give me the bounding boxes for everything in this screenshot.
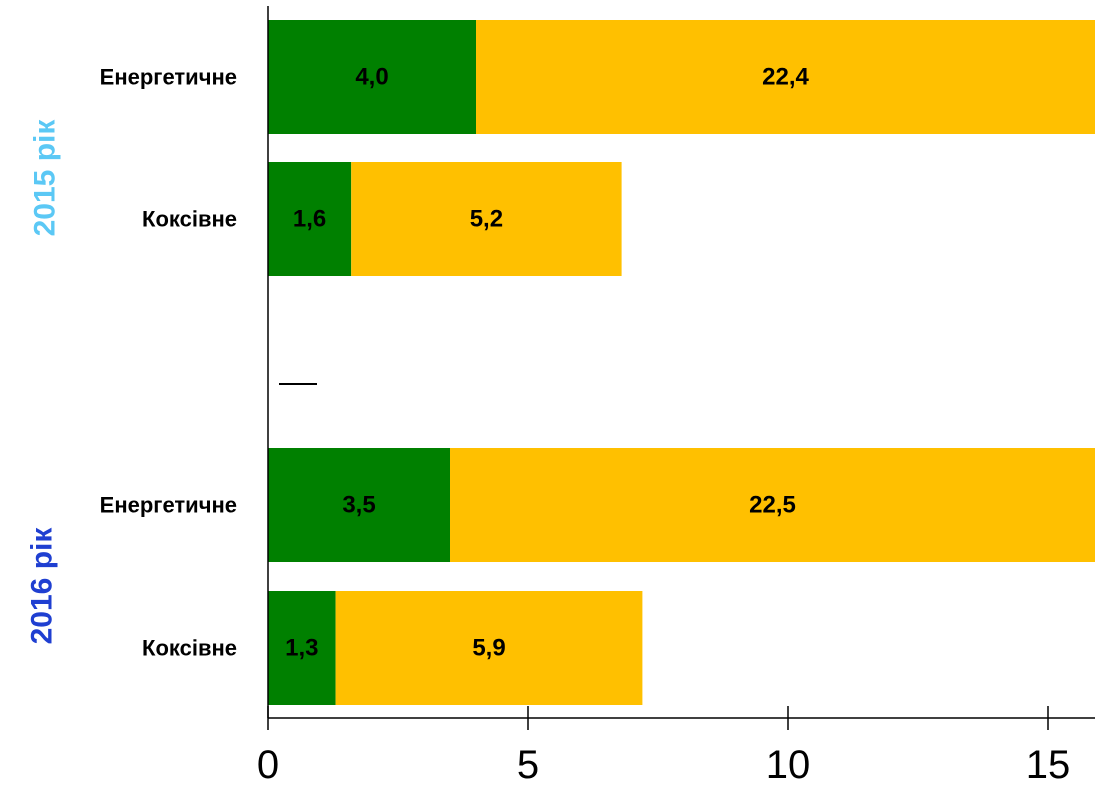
group-labels: 2015 рік 2016 рік <box>26 119 62 645</box>
data-label: 22,4 <box>762 64 809 91</box>
x-ticks: 0 5 10 15 <box>257 706 1070 787</box>
group-label-2015: 2015 рік <box>29 119 62 237</box>
data-label: 1,6 <box>293 206 326 233</box>
bar-segment-green <box>268 20 476 134</box>
category-label-energetic: Енергетичне <box>100 65 237 90</box>
group-label-2016: 2016 рік <box>26 527 59 645</box>
category-label-energetic: Енергетичне <box>100 493 237 518</box>
data-label: 22,5 <box>749 492 796 519</box>
bar-segment-yellow <box>476 20 1095 134</box>
data-label: 3,5 <box>342 492 375 519</box>
x-tick-label: 0 <box>257 743 279 787</box>
x-tick-label: 15 <box>1026 743 1071 787</box>
bar-segment-green <box>268 162 352 276</box>
data-label: 4,0 <box>355 64 388 91</box>
bar-segment-green <box>268 591 336 705</box>
data-label: 5,2 <box>470 206 503 233</box>
bar-segment-yellow <box>450 448 1095 562</box>
x-tick-label: 5 <box>517 743 539 787</box>
category-label-coking: Коксівне <box>142 636 237 661</box>
bars-layer <box>268 20 1095 705</box>
bar-segment-green <box>268 448 450 562</box>
x-tick-label: 10 <box>766 743 811 787</box>
data-label: 5,9 <box>472 635 505 662</box>
data-label: 1,3 <box>285 635 318 662</box>
bar-segment-yellow <box>351 162 622 276</box>
bar-segment-yellow <box>335 591 643 705</box>
labels-layer: Енергетичне 4,0 22,4 Коксівне 1,6 5,2 Енергети… <box>100 64 810 662</box>
category-label-coking: Коксівне <box>142 207 237 232</box>
